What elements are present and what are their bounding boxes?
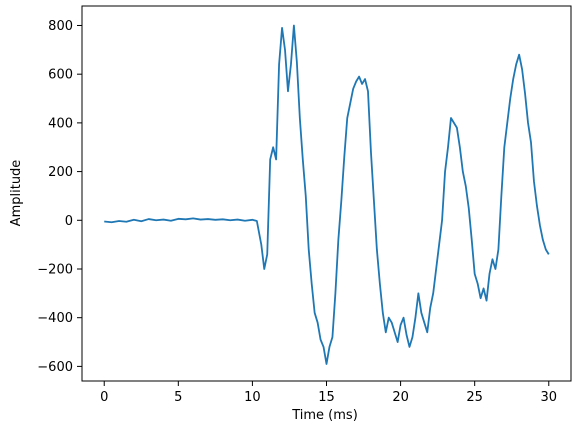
y-tick-label: 400 xyxy=(48,116,73,131)
y-tick-label: −600 xyxy=(37,360,73,375)
y-tick-label: 0 xyxy=(65,214,73,229)
x-tick-label: 30 xyxy=(540,390,557,405)
x-axis-label: Time (ms) xyxy=(291,408,358,423)
x-tick-label: 25 xyxy=(466,390,483,405)
plot-area xyxy=(82,6,571,381)
x-tick-label: 20 xyxy=(392,390,409,405)
y-tick-label: −200 xyxy=(37,262,73,277)
y-axis-label: Amplitude xyxy=(9,160,24,227)
y-tick-label: 800 xyxy=(48,19,73,34)
x-tick-label: 5 xyxy=(174,390,182,405)
amplitude-series-line xyxy=(104,24,550,365)
y-tick-label: 200 xyxy=(48,165,73,180)
x-axis-ticks: 0 5 10 15 20 25 30 xyxy=(100,381,557,405)
y-tick-label: −400 xyxy=(37,311,73,326)
x-tick-label: 0 xyxy=(100,390,108,405)
y-tick-label: 600 xyxy=(48,68,73,83)
y-axis-ticks: −600 −400 −200 0 200 400 600 800 xyxy=(37,19,82,375)
x-tick-label: 10 xyxy=(244,390,261,405)
plot-frame xyxy=(81,5,572,382)
x-tick-label: 15 xyxy=(318,390,335,405)
